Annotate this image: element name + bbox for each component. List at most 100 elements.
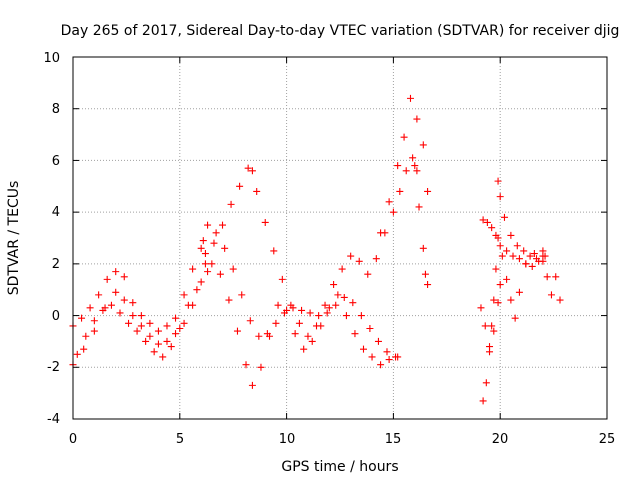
data-point — [212, 229, 220, 237]
data-point — [78, 314, 86, 322]
data-point — [385, 198, 393, 206]
data-point — [526, 252, 534, 260]
data-point — [357, 312, 365, 320]
data-point — [295, 319, 303, 327]
data-point — [176, 325, 184, 332]
data-point — [396, 187, 404, 195]
y-tick-label: -4 — [47, 412, 60, 427]
data-point — [334, 291, 342, 299]
y-tick-label: 6 — [52, 154, 60, 169]
data-point — [515, 255, 523, 263]
data-point — [347, 252, 355, 260]
data-point — [509, 252, 517, 260]
data-point — [219, 221, 227, 229]
x-axis-label: GPS time / hours — [281, 459, 398, 475]
data-point — [415, 203, 423, 211]
y-tick-label: 0 — [52, 309, 60, 324]
series-trace-g — [377, 94, 432, 237]
data-point — [488, 322, 496, 330]
data-point — [133, 327, 141, 335]
data-point — [208, 260, 216, 268]
data-point — [383, 348, 391, 356]
data-point — [481, 322, 489, 330]
plot-frame — [72, 56, 608, 420]
data-point — [477, 304, 485, 312]
data-point — [274, 301, 282, 309]
data-point — [150, 348, 158, 356]
chart-title: Day 265 of 2017, Sidereal Day-to-day VTE… — [61, 23, 620, 39]
data-point — [221, 244, 229, 252]
data-point — [201, 260, 209, 268]
data-point — [511, 314, 519, 322]
data-point — [257, 363, 265, 371]
data-point — [73, 350, 81, 358]
data-point — [266, 332, 274, 340]
data-point — [500, 213, 508, 221]
data-point — [503, 247, 511, 255]
series-trace-k — [479, 234, 502, 405]
data-point — [154, 327, 162, 335]
data-point — [377, 229, 385, 237]
data-point — [424, 281, 432, 289]
y-tick-label: 8 — [52, 102, 60, 117]
data-point — [488, 224, 496, 232]
data-point — [227, 200, 235, 208]
data-point — [413, 115, 421, 123]
data-point — [321, 301, 329, 309]
data-point — [172, 314, 180, 322]
data-point — [236, 182, 244, 190]
data-point — [146, 332, 154, 340]
data-point — [120, 296, 128, 304]
y-axis-label: SDTVAR / TECUs — [6, 181, 22, 296]
data-point — [494, 299, 502, 307]
data-point — [366, 325, 374, 332]
data-point — [197, 278, 205, 286]
data-point — [289, 304, 297, 312]
data-point — [372, 255, 380, 263]
data-point — [107, 301, 115, 309]
data-point — [340, 293, 348, 301]
data-point — [530, 250, 538, 258]
data-point — [112, 288, 120, 296]
y-tick-label: 4 — [52, 205, 60, 220]
data-point — [253, 187, 261, 195]
data-point — [394, 353, 402, 361]
data-point — [498, 252, 506, 260]
data-point — [248, 167, 256, 175]
y-tick-labels: -4 -2 0 2 4 6 8 10 — [43, 51, 60, 427]
data-point — [543, 273, 551, 281]
data-point — [90, 327, 98, 335]
data-point — [315, 312, 323, 320]
data-point — [338, 265, 346, 273]
series-trace-m — [498, 247, 547, 322]
data-point — [261, 218, 269, 226]
data-point — [486, 343, 494, 351]
data-point — [238, 291, 246, 299]
data-point — [556, 296, 564, 304]
data-point — [409, 154, 417, 162]
data-point — [306, 309, 314, 317]
data-point — [125, 319, 133, 327]
data-point — [364, 270, 372, 278]
data-point — [99, 306, 107, 314]
series-trace-j — [494, 177, 547, 265]
data-point — [199, 237, 207, 245]
data-point — [278, 275, 286, 283]
data-point — [402, 167, 410, 175]
data-point — [325, 304, 333, 312]
series-trace-f — [208, 260, 402, 389]
series-trace-a — [69, 237, 207, 335]
data-point — [167, 343, 175, 351]
data-point — [291, 330, 299, 338]
data-point — [515, 288, 523, 296]
data-point — [496, 242, 504, 250]
data-point — [479, 216, 487, 224]
data-point — [528, 262, 536, 270]
data-point — [411, 162, 419, 170]
data-point — [272, 319, 280, 327]
data-point — [142, 337, 150, 345]
y-tick-label: 2 — [52, 257, 60, 272]
x-tick-label: 0 — [69, 432, 77, 447]
data-point — [116, 309, 124, 317]
data-point — [146, 319, 154, 327]
